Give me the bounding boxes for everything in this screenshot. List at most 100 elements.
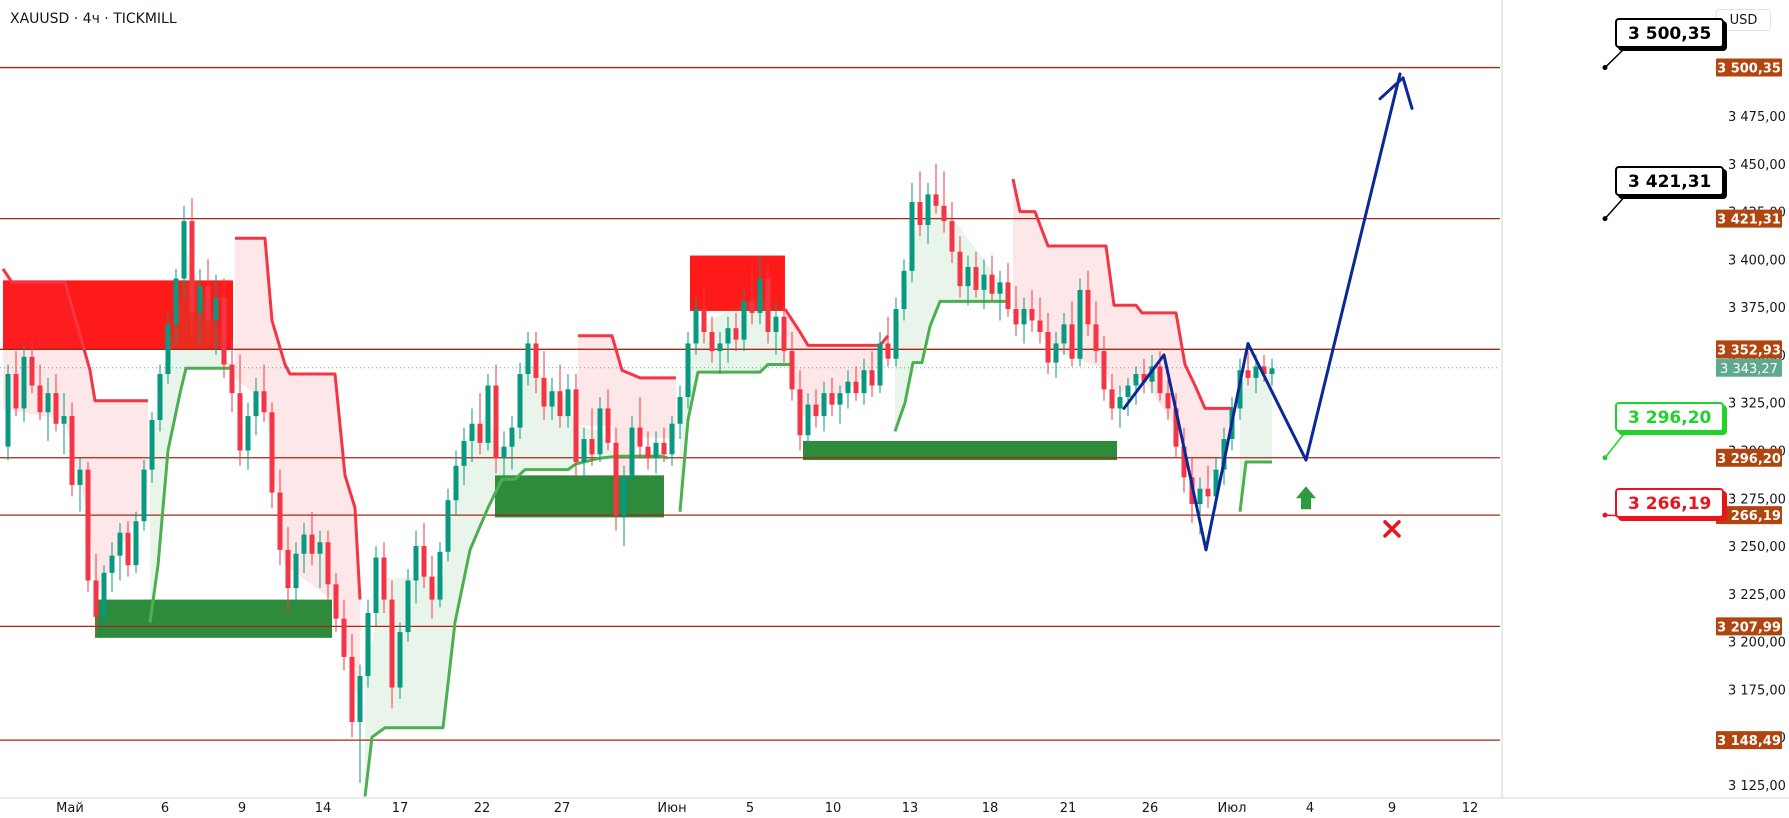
candle[interactable] — [533, 331, 539, 394]
candle[interactable] — [29, 339, 35, 394]
candle[interactable] — [1205, 465, 1211, 508]
candle[interactable] — [477, 393, 483, 455]
candle[interactable] — [557, 364, 563, 428]
candle[interactable] — [205, 259, 211, 340]
candle[interactable] — [1141, 358, 1147, 394]
candle[interactable] — [237, 354, 243, 466]
candle[interactable] — [397, 622, 403, 699]
candle[interactable] — [285, 526, 291, 613]
candle[interactable] — [669, 416, 675, 466]
candle[interactable] — [789, 331, 795, 401]
candle[interactable] — [469, 408, 475, 462]
candle[interactable] — [629, 416, 635, 485]
candle[interactable] — [253, 377, 259, 436]
candle[interactable] — [197, 268, 203, 344]
candle[interactable] — [1085, 270, 1091, 336]
candle[interactable] — [405, 569, 411, 642]
candle[interactable] — [1165, 374, 1171, 420]
candle[interactable] — [709, 316, 715, 363]
candle[interactable] — [437, 542, 443, 608]
candle[interactable] — [893, 297, 899, 367]
candle[interactable] — [749, 268, 755, 325]
candle[interactable] — [565, 374, 571, 428]
candle[interactable] — [805, 393, 811, 447]
candle[interactable] — [501, 431, 507, 478]
candle[interactable] — [573, 374, 579, 478]
candle[interactable] — [693, 297, 699, 355]
candle[interactable] — [117, 523, 123, 581]
candle[interactable] — [965, 255, 971, 306]
candle[interactable] — [1053, 331, 1059, 378]
candle[interactable] — [701, 288, 707, 344]
candle[interactable] — [1045, 312, 1051, 375]
candle[interactable] — [221, 278, 227, 378]
candle[interactable] — [181, 205, 187, 298]
candle[interactable] — [173, 268, 179, 344]
candle[interactable] — [645, 431, 651, 470]
candle[interactable] — [1245, 351, 1251, 386]
candle[interactable] — [861, 358, 867, 405]
candle[interactable] — [549, 377, 555, 420]
candle[interactable] — [277, 469, 283, 566]
candle[interactable] — [141, 460, 147, 531]
candle[interactable] — [1269, 358, 1275, 386]
candle[interactable] — [93, 553, 99, 634]
candle[interactable] — [581, 427, 587, 478]
candle[interactable] — [109, 542, 115, 592]
candle[interactable] — [261, 364, 267, 422]
candle[interactable] — [429, 555, 435, 619]
candle[interactable] — [829, 377, 835, 417]
candle[interactable] — [365, 599, 371, 688]
candle[interactable] — [341, 599, 347, 671]
candle[interactable] — [1093, 301, 1099, 363]
candle[interactable] — [917, 171, 923, 237]
candle[interactable] — [981, 259, 987, 310]
candle[interactable] — [373, 546, 379, 627]
candle[interactable] — [1061, 312, 1067, 355]
candle[interactable] — [1125, 377, 1131, 417]
candle[interactable] — [933, 163, 939, 214]
candle[interactable] — [5, 364, 11, 461]
candle[interactable] — [421, 523, 427, 589]
candle[interactable] — [61, 393, 67, 455]
candle[interactable] — [1117, 385, 1123, 428]
candle[interactable] — [413, 530, 419, 604]
candle[interactable] — [1109, 374, 1115, 420]
candle[interactable] — [1101, 335, 1107, 401]
candle[interactable] — [653, 431, 659, 474]
candle[interactable] — [837, 385, 843, 424]
candle[interactable] — [333, 572, 339, 633]
candle[interactable] — [37, 364, 43, 420]
currency-button[interactable]: USD — [1716, 9, 1771, 31]
candle[interactable] — [85, 461, 91, 592]
candle[interactable] — [525, 331, 531, 386]
candle[interactable] — [213, 274, 219, 355]
candle[interactable] — [1069, 301, 1075, 367]
candle[interactable] — [189, 198, 195, 336]
candle[interactable] — [725, 316, 731, 363]
candle[interactable] — [157, 364, 163, 432]
price-callout[interactable]: 3 266,19 — [1615, 488, 1725, 518]
candle[interactable] — [949, 202, 955, 264]
candle[interactable] — [13, 351, 19, 417]
candle[interactable] — [901, 259, 907, 321]
candle[interactable] — [661, 427, 667, 462]
candle[interactable] — [741, 289, 747, 352]
candle[interactable] — [485, 374, 491, 451]
candle[interactable] — [357, 664, 363, 784]
candle[interactable] — [597, 396, 603, 462]
candle[interactable] — [717, 331, 723, 375]
candle[interactable] — [293, 542, 299, 604]
candle[interactable] — [493, 364, 499, 474]
candle[interactable] — [733, 312, 739, 352]
candle[interactable] — [997, 270, 1003, 321]
candle[interactable] — [781, 305, 787, 363]
candle[interactable] — [165, 312, 171, 384]
candle[interactable] — [517, 362, 523, 440]
candle[interactable] — [1013, 286, 1019, 336]
candle[interactable] — [885, 316, 891, 367]
price-callout[interactable]: 3 296,20 — [1615, 402, 1725, 432]
projection-path[interactable] — [1122, 72, 1402, 552]
candle[interactable] — [925, 182, 931, 245]
candle[interactable] — [1005, 263, 1011, 317]
